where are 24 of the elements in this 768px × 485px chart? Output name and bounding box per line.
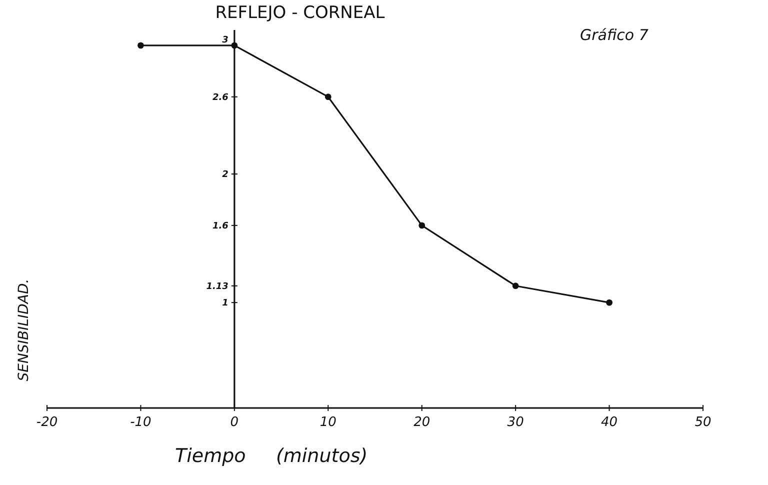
x-tick-label: 10: [320, 415, 336, 430]
annotation: Gráfico 7: [580, 26, 649, 44]
point: [324, 94, 332, 100]
y-axis-title: SENSIBILIDAD.: [16, 278, 32, 382]
y-tick-label: 2.6: [212, 92, 228, 103]
point: [512, 282, 519, 290]
x-tick-label: 30: [507, 415, 524, 430]
chart-title: REFLEJO - CORNEAL: [215, 3, 386, 23]
y-tick-label: 3: [222, 35, 228, 46]
point: [418, 222, 426, 229]
x-tick-label: 20: [414, 415, 430, 430]
x-tick-label: 0: [230, 415, 239, 430]
point: [231, 42, 238, 49]
x-tick-label: -20: [36, 415, 58, 430]
point: [138, 42, 144, 49]
x-tick-label: 50: [694, 415, 712, 430]
y-tick-label: 2: [222, 170, 228, 180]
y-tick-label: 1.6: [212, 221, 228, 232]
x-axis-title: Tiempo (minutos): [175, 445, 368, 467]
x-tick-label: 40: [601, 415, 618, 430]
point: [606, 299, 612, 306]
y-tick-label: 1: [222, 298, 228, 309]
x-tick-label: -10: [130, 415, 152, 430]
y-tick-label: 1.13: [206, 282, 228, 292]
